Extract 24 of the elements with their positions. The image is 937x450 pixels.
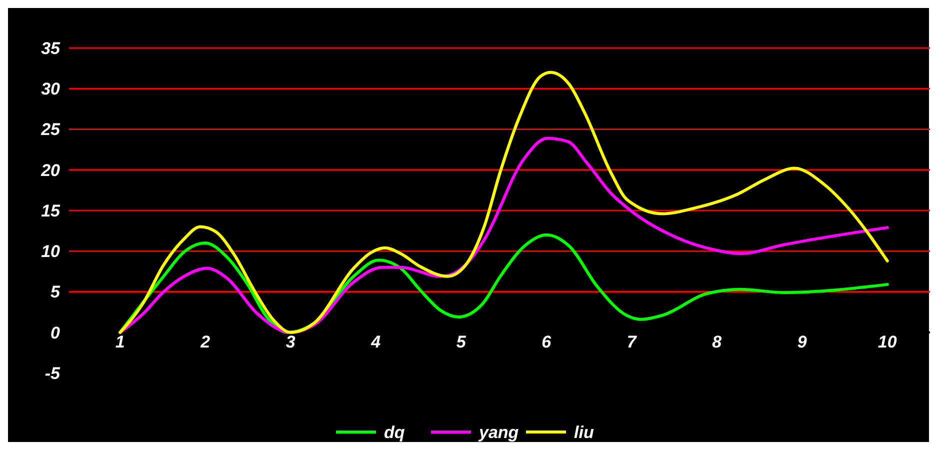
y-tick-label: 20 <box>40 160 61 180</box>
x-tick-label: 5 <box>456 332 466 352</box>
x-tick-label: 10 <box>878 332 898 352</box>
x-tick-label: 2 <box>200 332 211 352</box>
x-tick-label: 6 <box>542 332 552 352</box>
y-tick-label: 10 <box>41 242 61 262</box>
y-tick-label: 35 <box>41 38 61 58</box>
y-tick-label: -5 <box>44 364 61 383</box>
line-series <box>118 70 889 334</box>
legend-label: yang <box>478 422 520 442</box>
line-series <box>118 136 889 334</box>
legend-label: dq <box>384 422 406 442</box>
legend-label: liu <box>574 422 594 442</box>
x-tick-label: 4 <box>370 332 382 352</box>
x-tick-label: 1 <box>115 332 125 352</box>
y-tick-label: 15 <box>41 201 61 220</box>
x-tick-label: 9 <box>797 332 808 352</box>
y-tick-label: 5 <box>50 282 61 302</box>
y-tick-label: 30 <box>41 80 61 99</box>
x-tick-label: 3 <box>286 332 296 352</box>
y-tick-label: 25 <box>40 120 61 140</box>
y-tick-label: 0 <box>50 323 61 342</box>
x-tick-label: 7 <box>626 332 638 352</box>
x-tick-label: 8 <box>712 332 722 352</box>
